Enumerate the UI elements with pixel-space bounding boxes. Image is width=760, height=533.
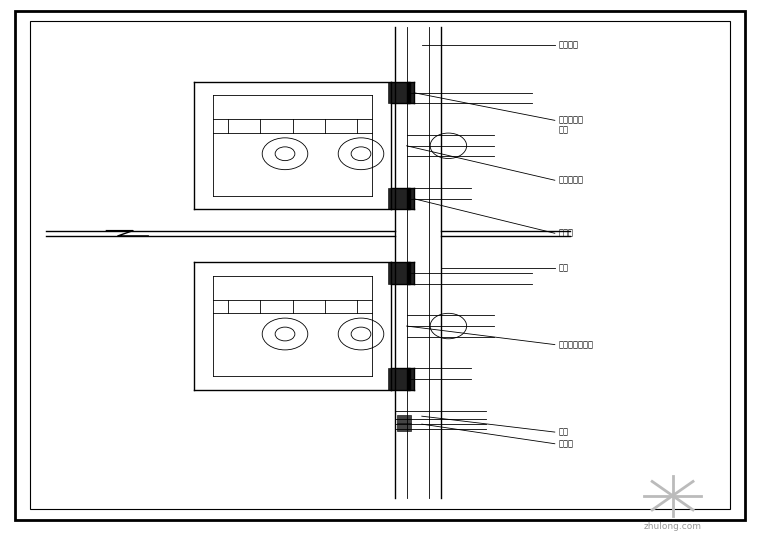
Text: 龙骨: 龙骨 [559, 263, 568, 272]
Text: zhulong.com: zhulong.com [644, 522, 701, 531]
Text: 底漆: 底漆 [559, 125, 568, 134]
Bar [397, 423, 411, 431]
Text: 勾缝密封: 勾缝密封 [559, 41, 578, 50]
Bar [388, 262, 414, 284]
Text: 橡胶条: 橡胶条 [559, 229, 574, 238]
Polygon shape [407, 368, 410, 390]
Polygon shape [407, 82, 410, 103]
Text: 内框框: 内框框 [559, 439, 574, 448]
Text: 角钒: 角钒 [559, 427, 568, 437]
Text: 铝型材概框: 铝型材概框 [559, 176, 584, 185]
Bar [388, 188, 414, 209]
Text: 白色酮胶打: 白色酮胶打 [559, 116, 584, 125]
Bar [388, 368, 414, 390]
Text: 不锈钉螺丝螺帽: 不锈钉螺丝螺帽 [559, 340, 594, 349]
Polygon shape [407, 188, 410, 209]
Bar [388, 82, 414, 103]
Bar [397, 415, 411, 423]
Polygon shape [407, 262, 410, 284]
